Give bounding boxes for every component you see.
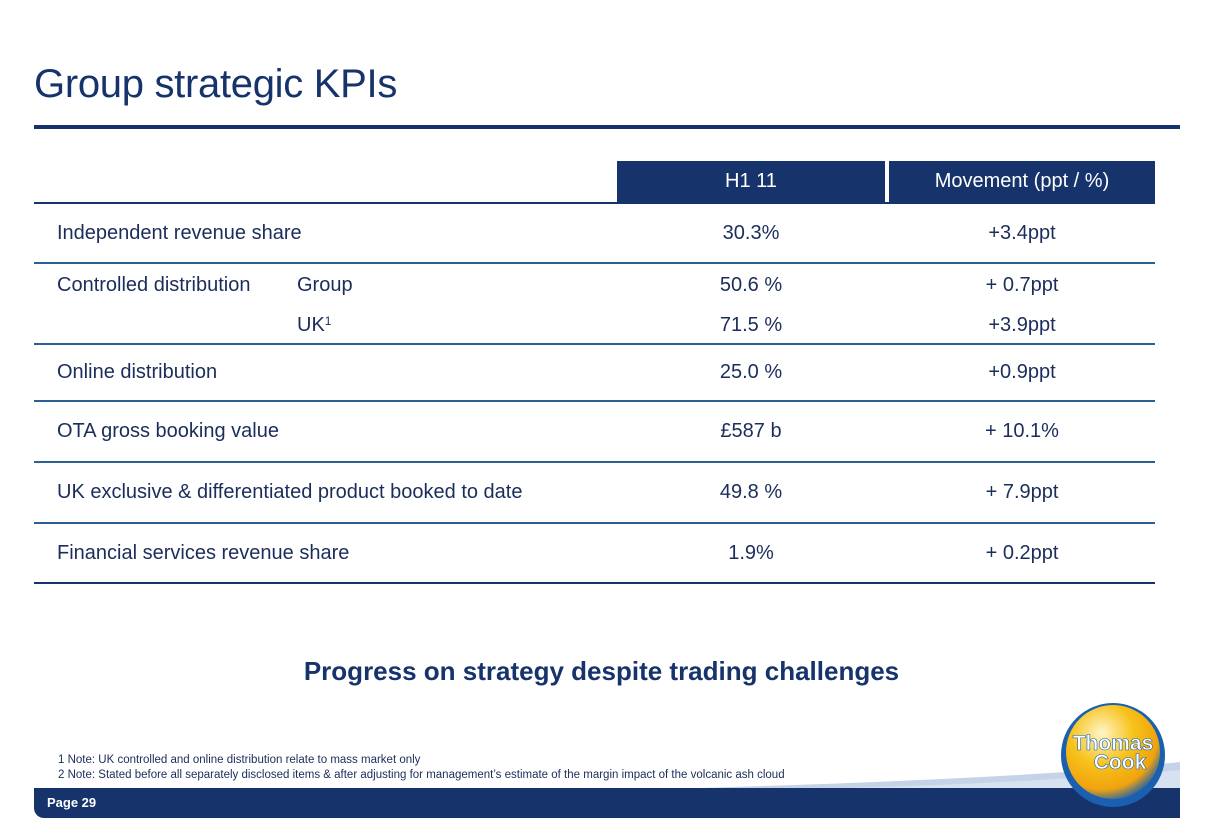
row-movement-value: + 0.2ppt [985,542,1059,564]
footnote-marker: 1 [324,314,332,328]
row-movement-value: + 7.9ppt [985,481,1059,503]
logo-text-line2: Cook [1094,751,1147,774]
row-sublabel: Group [297,274,353,296]
row-movement-value: +3.9ppt [988,314,1056,336]
row-label: Independent revenue share [57,222,302,244]
thomas-cook-logo: Thomas Cook [1061,703,1165,807]
row-divider [34,400,1155,402]
footnotes: 1 Note: UK controlled and online distrib… [58,753,785,783]
header-divider [34,202,1155,204]
row-h1-value: 71.5 % [719,314,783,336]
row-divider [34,461,1155,463]
footer-bar [34,788,1180,818]
row-h1-value: 49.8 % [719,481,783,503]
header-movement: Movement (ppt / %) [889,161,1155,202]
row-divider [34,262,1155,264]
row-sublabel: UK1 [297,314,332,336]
row-movement-value: +0.9ppt [988,361,1056,383]
table-bottom-rule [34,582,1155,584]
row-h1-value: £587 b [720,420,782,442]
row-h1-value: 50.6 % [719,274,783,296]
row-divider [34,343,1155,345]
row-label: UK exclusive & differentiated product bo… [57,481,523,503]
logo-text-line1: Thomas [1073,732,1154,755]
row-h1-value: 1.9% [728,542,774,564]
row-movement-value: +3.4ppt [988,222,1056,244]
tagline: Progress on strategy despite trading cha… [303,656,900,686]
row-label: Online distribution [57,361,218,383]
row-label: OTA gross booking value [57,420,279,442]
row-h1-value: 30.3% [722,222,780,244]
header-h1-11: H1 11 [617,161,885,202]
page-number: Page 29 [47,795,97,810]
row-label: Financial services revenue share [57,542,350,564]
row-label: Controlled distribution [57,274,251,296]
row-movement-value: + 0.7ppt [985,274,1059,296]
page-title: Group strategic KPIs [34,62,398,106]
footnote-1: 1 Note: UK controlled and online distrib… [58,754,421,766]
row-h1-value: 25.0 % [719,361,783,383]
row-divider [34,522,1155,524]
row-movement-value: + 10.1% [985,420,1059,442]
title-divider [34,125,1180,129]
footnote-2: 2 Note: Stated before all separately dis… [58,769,785,781]
